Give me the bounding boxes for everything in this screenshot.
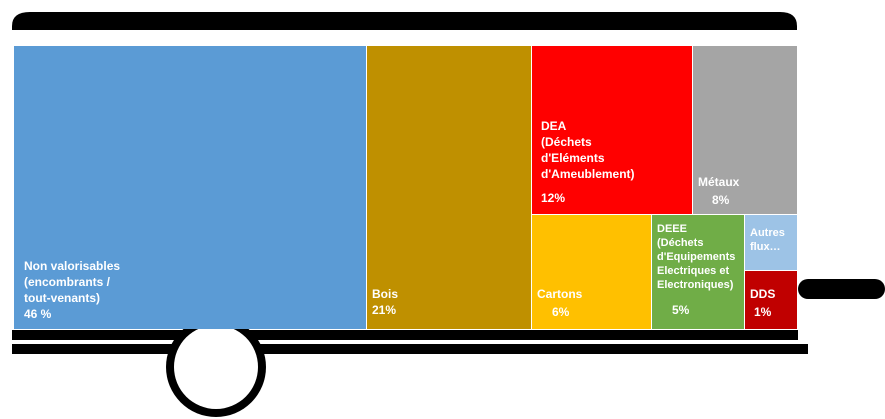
- cell-label: Cartons: [537, 287, 583, 301]
- cell-label: Non valorisables (encombrants / tout-ven…: [24, 259, 121, 305]
- treemap-cell: [532, 215, 651, 329]
- cell-label: Métaux: [698, 175, 740, 189]
- treemap-cell: [745, 271, 797, 329]
- value-label: 46 %: [24, 307, 52, 321]
- treemap-cell: [745, 215, 797, 270]
- cell-label: Autres flux…: [750, 227, 785, 253]
- treemap-cell: [14, 46, 366, 329]
- cell-label: DEA (Déchets d'Eléments d'Ameublement): [541, 119, 635, 181]
- cell-label: DEEE (Déchets d'Equipements Electriques …: [657, 223, 736, 291]
- value-label: 6%: [552, 305, 570, 319]
- value-label: 8%: [712, 193, 730, 207]
- cell-label: Bois: [372, 287, 399, 301]
- value-label: 21%: [372, 303, 397, 317]
- treemap-cell: [532, 46, 692, 214]
- trailer-bar: [12, 330, 798, 340]
- treemap-cell: [367, 46, 531, 329]
- value-label: 5%: [672, 303, 690, 317]
- trailer-bar: [12, 344, 808, 354]
- cell-label: DDS: [750, 287, 776, 301]
- trailer-hitch: [798, 279, 885, 299]
- wheel-hub: [174, 325, 258, 409]
- value-label: 12%: [541, 191, 566, 205]
- treemap-cell: [652, 215, 744, 329]
- value-label: 1%: [754, 305, 772, 319]
- treemap-cell: [693, 46, 797, 214]
